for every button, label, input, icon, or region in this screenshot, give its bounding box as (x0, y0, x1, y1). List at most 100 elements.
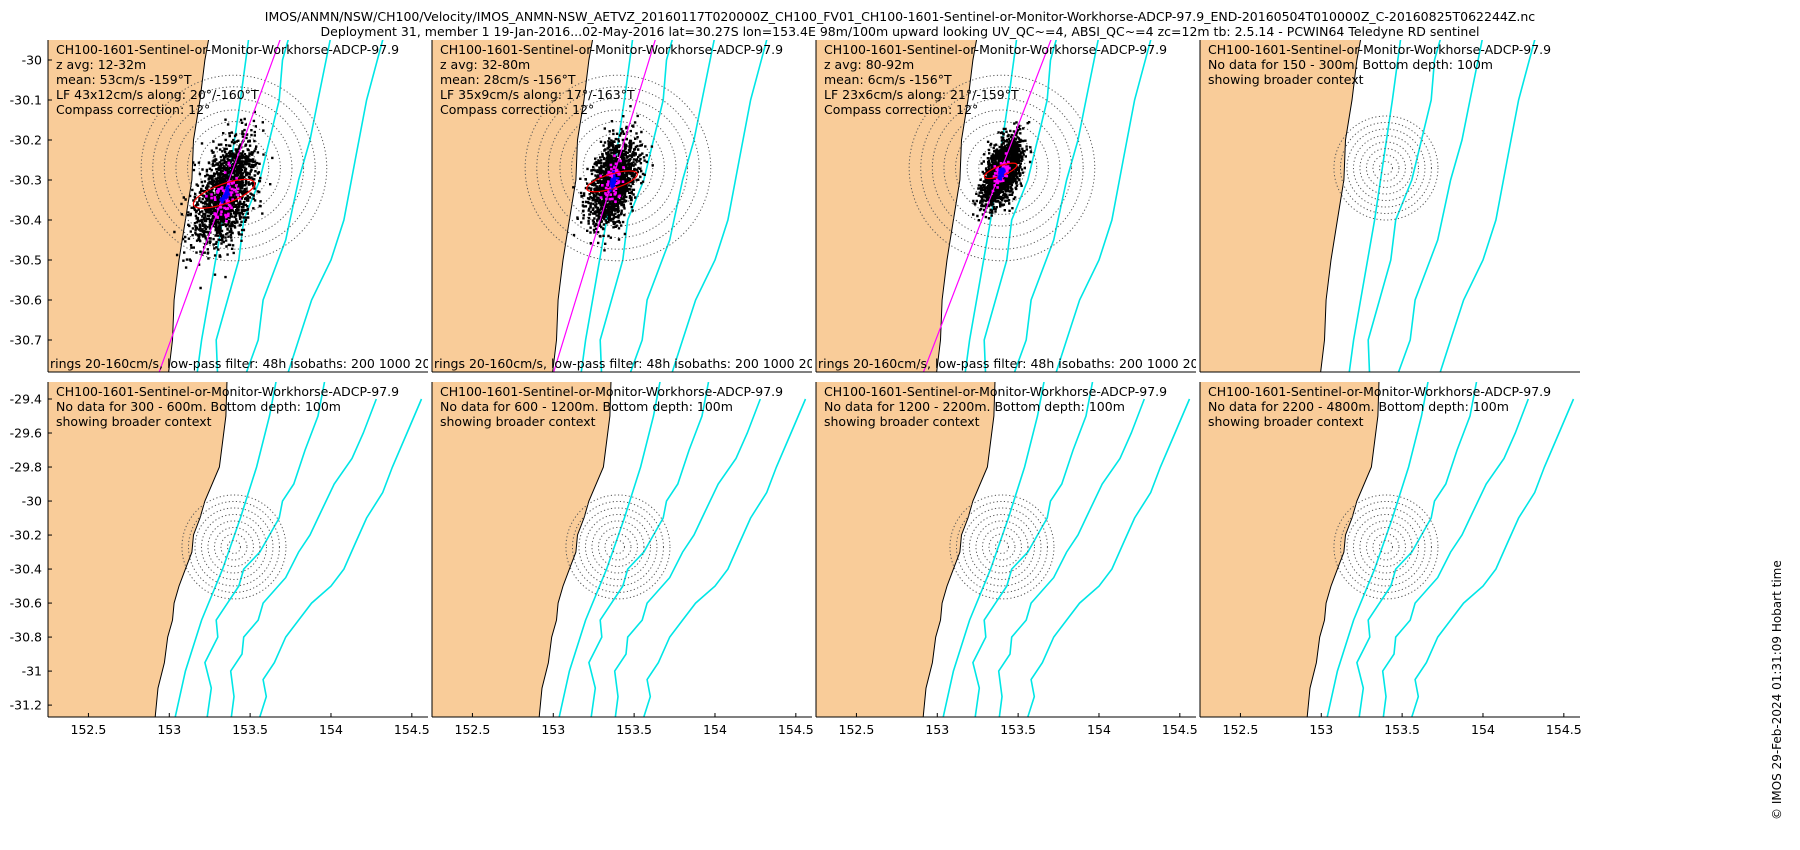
panel-plot-area (432, 382, 807, 717)
map-panel-6: 152.5 153 153.5 154 154.5 CH100-1601-Sentinel… (431, 382, 814, 737)
isobath-line-4 (1439, 40, 1536, 372)
speed-ring-80cms (207, 520, 261, 574)
y-tick-label: -29.4 (10, 392, 42, 407)
x-tick-label: 152.5 (1223, 722, 1259, 737)
y-tick-label: -31.2 (10, 698, 42, 713)
panel-instrument-title: CH100-1601-Sentinel-or-Monitor-Workhorse… (1208, 384, 1551, 399)
panel-instrument-title: CH100-1601-Sentinel-or-Monitor-Workhorse… (824, 42, 1167, 57)
map-panel-2: CH100-1601-Sentinel-or-Monitor-Workhorse… (431, 40, 812, 373)
panel-plot-area (816, 382, 1191, 717)
panel-footer-rings: rings 20-160cm/s, low-pass filter: 48h i… (50, 356, 482, 371)
isobath-line-3 (245, 40, 331, 372)
isobath-line-1 (558, 382, 661, 717)
panel-annotation-line: LF 23x6cm/s along: 21°/-159°T (824, 87, 1019, 102)
land-coastline (432, 382, 612, 717)
isobath-line-2 (983, 40, 1057, 372)
speed-ring-40cms (1372, 533, 1400, 561)
speed-ring-80cms (955, 121, 1049, 215)
speed-ring-140cms (955, 500, 1048, 593)
speed-ring-140cms (536, 86, 700, 250)
map-panel-8: 152.5 153 153.5 154 154.5 CH100-1601-Sentinel… (1199, 382, 1582, 737)
isobath-line-1 (1326, 382, 1429, 717)
speed-ring-160cms (524, 74, 712, 262)
land-coastline (432, 40, 594, 372)
speed-ring-60cms (966, 132, 1038, 204)
isobath-line-4 (671, 40, 768, 372)
panel-plot-area (1200, 40, 1536, 372)
y-tick-label: -30.4 (10, 213, 42, 228)
y-tick-label: -30.5 (10, 253, 42, 268)
x-tick-label: 152.5 (839, 722, 875, 737)
speed-ring-80cms (591, 520, 645, 574)
panel-annotation-line: showing broader context (1208, 72, 1364, 87)
speed-ring-140cms (571, 500, 664, 593)
speed-ring-20cms (1378, 161, 1393, 175)
panel-instrument-title: CH100-1601-Sentinel-or-Monitor-Workhorse… (440, 384, 783, 399)
isobath-line-4 (258, 398, 423, 717)
map-panel-4: CH100-1601-Sentinel-or-Monitor-Workhorse… (1199, 40, 1580, 373)
panel-annotation-line: z avg: 32-80m (440, 57, 530, 72)
map-panel-5: -29.4 -29.6 -29.8 -30 -30.2 -30.4 -30.6 -30.8 -3… (10, 382, 430, 737)
isobath-line-2 (599, 40, 673, 372)
panel-footer-rings: rings 20-160cm/s, low-pass filter: 48h i… (818, 356, 1250, 371)
speed-ring-80cms (1359, 520, 1413, 574)
x-tick-label: 153.5 (232, 722, 268, 737)
y-tick-label: -30 (22, 53, 42, 68)
x-tick-label: 154 (703, 722, 727, 737)
panel-plot-area (1200, 382, 1575, 717)
panel-annotation-line: No data for 600 - 1200m. Bottom depth: 1… (440, 399, 733, 414)
speed-ring-120cms (194, 507, 274, 587)
x-tick-label: 153 (1309, 722, 1333, 737)
speed-ring-120cms (163, 97, 305, 239)
speed-ring-120cms (931, 97, 1073, 239)
x-tick-label: 153.5 (1384, 722, 1420, 737)
speed-ring-140cms (187, 500, 280, 593)
x-tick-label: 154 (1087, 722, 1111, 737)
panel-instrument-title: CH100-1601-Sentinel-or-Monitor-Workhorse… (56, 384, 399, 399)
panel-annotation-line: mean: 53cm/s -159°T (56, 72, 192, 87)
panel-annotation-line: LF 43x12cm/s along: 20°/-160°T (56, 87, 259, 102)
map-panel-1: -30 -30.1 -30.2 -30.3 -30.4 -30.5 -30.6 -30.7 CH… (10, 40, 482, 373)
speed-ring-60cms (213, 526, 254, 567)
speed-ring-120cms (1346, 507, 1426, 587)
y-tick-label: -30 (22, 494, 42, 509)
panel-annotation-line: z avg: 12-32m (56, 57, 146, 72)
y-tick-label: -30.2 (10, 133, 42, 148)
mean-velocity-points (997, 167, 1006, 181)
figure-deployment-subtitle: Deployment 31, member 1 19-Jan-2016...02… (320, 24, 1480, 39)
speed-ring-20cms (226, 539, 241, 554)
x-tick-label: 153 (157, 722, 181, 737)
speed-ring-20cms (610, 539, 625, 554)
speed-ring-100cms (559, 109, 677, 227)
isobath-line-1 (942, 382, 1045, 717)
speed-ring-120cms (547, 97, 689, 239)
y-tick-label: -30.8 (10, 630, 42, 645)
land-coastline (816, 382, 996, 717)
speed-ring-100cms (1352, 135, 1419, 201)
panel-plot-area (816, 40, 1152, 372)
x-tick-label: 154 (319, 722, 343, 737)
speed-ring-160cms (1333, 494, 1439, 600)
isobath-line-2 (1356, 382, 1478, 717)
speed-ring-160cms (181, 494, 287, 600)
speed-ring-160cms (565, 494, 671, 600)
variance-ellipse (192, 178, 256, 209)
panel-annotation-line: LF 35x9cm/s along: 17°/-163°T (440, 87, 635, 102)
isobath-line-4 (642, 398, 807, 717)
speed-ring-160cms (949, 494, 1055, 600)
isobath-line-4 (1055, 40, 1152, 372)
x-tick-label: 154.5 (1162, 722, 1198, 737)
panel-annotation-line: Compass correction: 12° (824, 102, 978, 117)
panel-annotation-line: showing broader context (56, 414, 212, 429)
speed-ring-160cms (140, 74, 328, 262)
panel-annotation-line: showing broader context (824, 414, 980, 429)
speed-ring-120cms (962, 507, 1042, 587)
x-tick-label: 153 (925, 722, 949, 737)
isobath-line-3 (997, 398, 1146, 717)
isobath-line-3 (1381, 398, 1530, 717)
isobath-line-4 (287, 40, 384, 372)
land-coastline (48, 382, 228, 717)
isobath-line-2 (1367, 40, 1441, 372)
speed-ring-80cms (975, 520, 1029, 574)
